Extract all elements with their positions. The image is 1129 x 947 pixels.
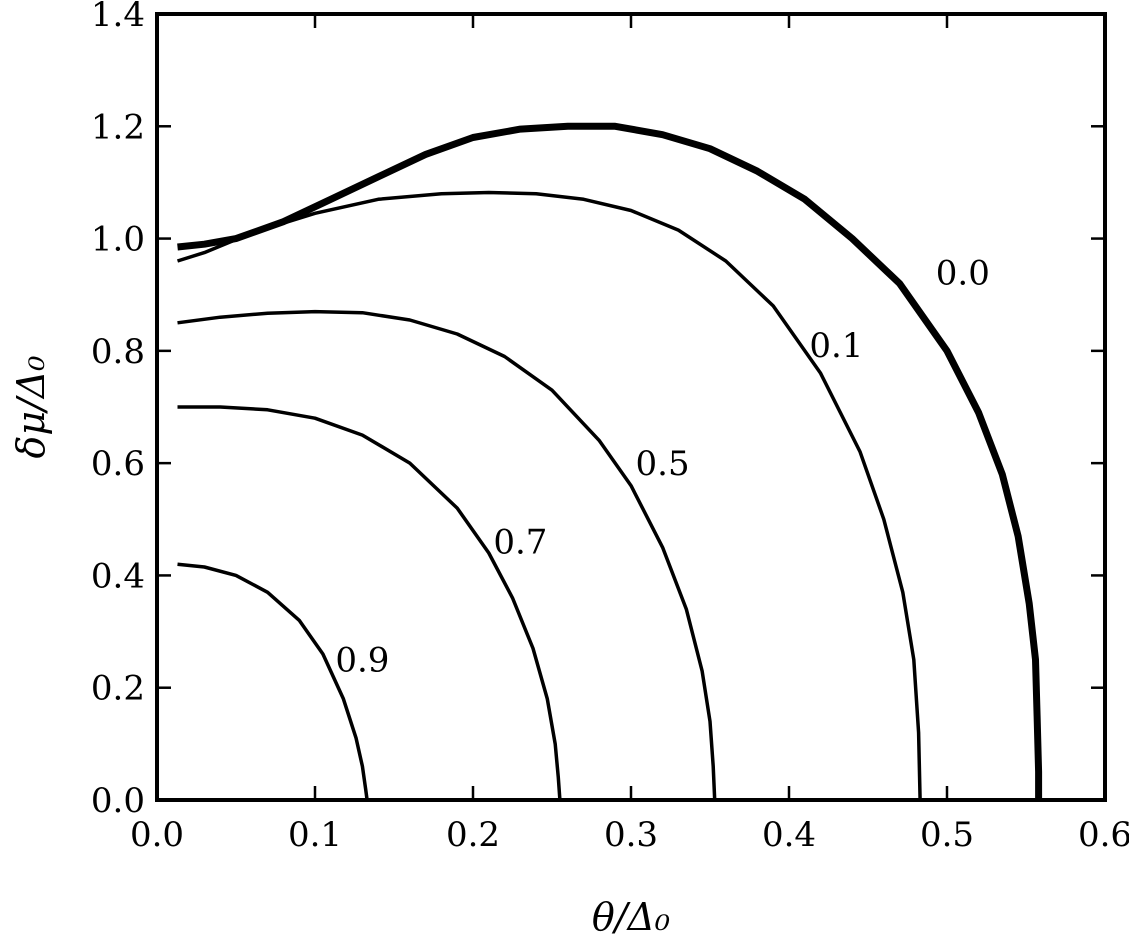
y-tick-label: 0.8: [91, 332, 145, 372]
contour-line-0-7: [177, 405, 562, 801]
x-tick-label: 0.1: [288, 815, 342, 855]
y-tick-label: 1.4: [91, 0, 145, 35]
contour-line-0-9: [177, 562, 369, 801]
plot-area: 0.0 0.1 0.5 0.7 0.9: [176, 122, 1043, 801]
contour-label: 0.1: [809, 326, 863, 366]
x-tick-label: 0.3: [604, 815, 658, 855]
x-tick-label: 0.5: [920, 815, 974, 855]
y-axis-title: δμ/Δ₀: [9, 355, 53, 458]
x-tick-label: 0.6: [1078, 815, 1129, 855]
y-tick-label: 0.2: [91, 669, 145, 709]
x-tick-label: 0.2: [446, 815, 500, 855]
y-tick-label: 1.2: [91, 107, 145, 147]
x-axis-title: θ/Δ₀: [592, 895, 670, 939]
contour-label: 0.7: [493, 523, 547, 563]
contour-label: 0.5: [636, 444, 690, 484]
y-tick-label: 0.6: [91, 444, 145, 484]
y-tick-label: 0.4: [91, 556, 145, 596]
axis-ticks: 0.0 0.1 0.2 0.3 0.4 0.5 0.6 0.0 0.2 0.4 0.6 0.8 1.0 1…: [91, 0, 1129, 855]
y-tick-label: 0.0: [91, 781, 145, 821]
contour-label: 0.9: [335, 641, 389, 681]
contour-line-0-5: [177, 309, 717, 801]
x-tick-label: 0.0: [130, 815, 184, 855]
contour-label: 0.0: [936, 253, 990, 293]
y-tick-label: 1.0: [91, 220, 145, 260]
contour-line-0-1: [176, 190, 922, 801]
contour-line-0-0: [177, 122, 1043, 800]
x-tick-label: 0.4: [762, 815, 816, 855]
